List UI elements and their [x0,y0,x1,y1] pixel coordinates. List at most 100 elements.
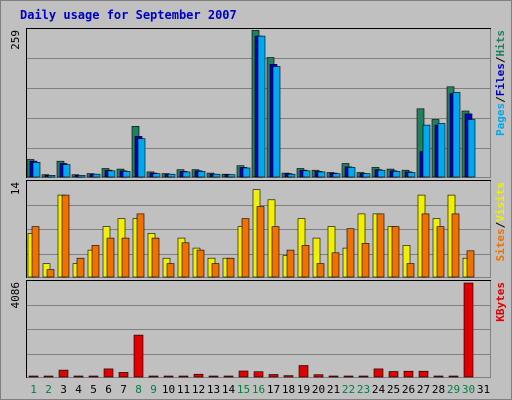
legend-entry: / [494,56,507,63]
x-tick-label: 15 [237,383,250,396]
x-tick-label: 24 [372,383,386,396]
bar-kbytes-day-29 [448,375,459,378]
x-tick-label: 1 [30,383,37,396]
x-tick-label: 13 [207,383,220,396]
bar-kbytes-day-28 [433,375,444,378]
bar-sites-day-10 [166,263,175,278]
bar-kbytes-day-25 [388,371,399,378]
series-pages [32,35,476,178]
bar-kbytes-day-14 [223,375,234,378]
bar-sites-day-23 [361,243,370,278]
bar-kbytes-day-24 [373,368,384,378]
legend-entry: Visits [494,182,507,222]
legend-entry: Files [494,63,507,96]
x-tick-label: 29 [447,383,460,396]
bar-pages-day-29 [452,92,461,178]
legend-entry: Hits [494,30,507,57]
bar-pages-day-12 [197,171,206,178]
chart-title: Daily usage for September 2007 [20,8,237,22]
bar-sites-day-6 [106,237,115,278]
bar-sites-day-22 [346,228,355,278]
x-tick-label: 11 [177,383,190,396]
x-tick-label: 8 [135,383,142,396]
x-tick-label: 6 [105,383,112,396]
panel-legend: KBytes [494,282,507,322]
bar-visits-day-21 [327,226,336,278]
x-tick-label: 31 [477,383,490,396]
bar-sites-day-12 [196,249,205,278]
bar-pages-day-10 [167,173,176,178]
series-visits [27,189,471,278]
x-tick-label: 19 [297,383,310,396]
bar-kbytes-day-10 [163,375,174,378]
bar-sites-day-20 [316,263,325,278]
x-tick-label: 3 [60,383,67,396]
bar-sites-day-21 [331,252,340,278]
x-tick-label: 28 [432,383,445,396]
bar-pages-day-6 [107,170,116,178]
x-tick-label: 17 [267,383,280,396]
x-tick-label: 25 [387,383,400,396]
bar-kbytes-day-26 [403,370,414,378]
legend-entry: / [494,96,507,103]
bar-kbytes-day-8 [133,334,144,378]
panel-kbytes: 4086 KBytes [9,280,507,378]
bar-sites-day-30 [466,250,475,278]
bar-visits-day-20 [312,237,321,278]
bar-sites-day-24 [376,213,385,278]
bar-pages-day-28 [437,123,446,178]
bar-kbytes-day-15 [238,370,249,378]
bar-pages-day-19 [302,170,311,178]
bar-pages-day-5 [92,173,101,178]
x-tick-label: 10 [162,383,175,396]
bar-sites-day-5 [91,245,100,278]
bar-sites-day-4 [76,257,85,278]
bar-pages-day-13 [212,173,221,178]
bar-pages-day-24 [377,169,386,178]
bar-sites-day-27 [421,213,430,278]
bar-pages-day-2 [47,175,56,178]
x-tick-label: 2 [45,383,52,396]
bar-kbytes-day-3 [58,369,69,378]
bar-sites-day-29 [451,213,460,278]
x-tick-label: 4 [75,383,82,396]
bar-kbytes-day-12 [193,373,204,378]
bar-pages-day-14 [227,174,236,178]
bar-sites-day-15 [241,218,250,278]
bar-sites-day-1 [31,226,40,278]
bar-sites-day-18 [286,249,295,278]
bar-pages-day-21 [332,173,341,178]
legend-entry: KBytes [494,282,507,322]
bar-pages-day-7 [122,171,131,178]
series-sites [31,194,475,278]
bar-kbytes-day-30 [463,282,474,378]
bar-kbytes-day-7 [118,372,129,378]
x-tick-label: 22 [342,383,355,396]
y-max-label: 259 [9,30,22,50]
bar-kbytes-day-9 [148,375,159,378]
x-tick-label: 23 [357,383,370,396]
bar-pages-day-4 [77,175,86,178]
bar-sites-day-9 [151,237,160,278]
x-tick-label: 27 [417,383,430,396]
bar-pages-day-17 [272,66,281,178]
bar-kbytes-day-19 [298,365,309,378]
series-kbytes [28,282,474,378]
bar-pages-day-22 [347,167,356,178]
bar-pages-day-3 [62,164,71,178]
bar-sites-day-13 [211,263,220,278]
bar-pages-day-18 [287,173,296,178]
x-tick-label: 14 [222,383,236,396]
panel-visits: 14 Sites/Visits [9,180,507,278]
x-tick-label: 16 [252,383,265,396]
bar-kbytes-day-4 [73,375,84,378]
bar-kbytes-day-16 [253,371,264,378]
bar-sites-day-26 [406,263,415,278]
bar-visits-day-26 [402,245,411,278]
x-axis-labels: 1 2 3 4 5 6 7 8 9 10 11 12 13 14 15 16 17 18 19 20 21 22 23 24 2… [30,383,490,396]
x-tick-label: 12 [192,383,205,396]
x-tick-label: 5 [90,383,97,396]
bar-sites-day-14 [226,257,235,278]
